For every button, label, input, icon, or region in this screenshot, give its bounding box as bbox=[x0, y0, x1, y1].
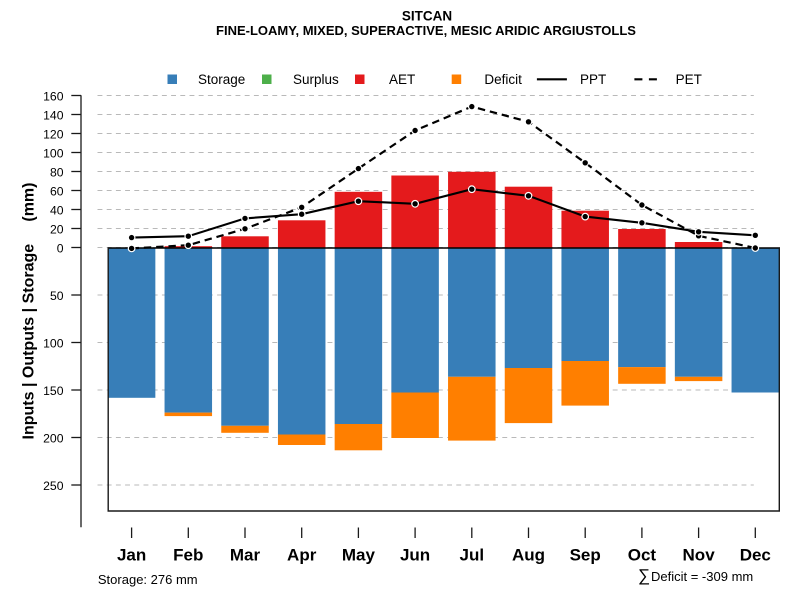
svg-text:Apr: Apr bbox=[287, 545, 317, 564]
svg-text:Nov: Nov bbox=[683, 545, 716, 564]
svg-text:AET: AET bbox=[389, 72, 415, 87]
svg-text:Deficit = -309 mm: Deficit = -309 mm bbox=[651, 569, 753, 584]
svg-text:Surplus: Surplus bbox=[293, 72, 339, 87]
svg-text:Inputs | Outputs | Storage: Inputs | Outputs | Storage (mm) bbox=[21, 183, 38, 440]
svg-text:Sep: Sep bbox=[570, 545, 601, 564]
svg-text:Storage: Storage bbox=[198, 72, 245, 87]
svg-text:120: 120 bbox=[43, 128, 64, 142]
svg-text:0: 0 bbox=[57, 242, 64, 256]
svg-text:PPT: PPT bbox=[580, 72, 606, 87]
svg-text:20: 20 bbox=[50, 223, 64, 237]
svg-text:SITCAN: SITCAN bbox=[402, 9, 452, 24]
svg-text:50: 50 bbox=[50, 289, 64, 303]
svg-text:FINE-LOAMY, MIXED, SUPERACTIVE: FINE-LOAMY, MIXED, SUPERACTIVE, MESIC AR… bbox=[216, 23, 636, 38]
svg-text:160: 160 bbox=[43, 90, 64, 104]
svg-text:Mar: Mar bbox=[230, 545, 261, 564]
svg-text:Aug: Aug bbox=[512, 545, 545, 564]
svg-text:80: 80 bbox=[50, 166, 64, 180]
svg-text:PET: PET bbox=[676, 72, 702, 87]
svg-text:150: 150 bbox=[43, 384, 64, 398]
svg-text:∑: ∑ bbox=[638, 566, 650, 585]
svg-text:140: 140 bbox=[43, 109, 64, 123]
svg-text:Storage: 276 mm: Storage: 276 mm bbox=[98, 572, 198, 587]
svg-text:Jun: Jun bbox=[400, 545, 430, 564]
svg-text:Jul: Jul bbox=[460, 545, 485, 564]
svg-text:100: 100 bbox=[43, 147, 64, 161]
svg-text:Dec: Dec bbox=[740, 545, 771, 564]
svg-text:100: 100 bbox=[43, 337, 64, 351]
svg-text:200: 200 bbox=[43, 432, 64, 446]
svg-text:250: 250 bbox=[43, 479, 64, 493]
svg-text:Jan: Jan bbox=[117, 545, 146, 564]
svg-text:40: 40 bbox=[50, 204, 64, 218]
svg-text:Oct: Oct bbox=[628, 545, 657, 564]
svg-text:Deficit: Deficit bbox=[484, 72, 522, 87]
svg-text:Feb: Feb bbox=[173, 545, 203, 564]
svg-text:60: 60 bbox=[50, 185, 64, 199]
svg-text:May: May bbox=[342, 545, 376, 564]
